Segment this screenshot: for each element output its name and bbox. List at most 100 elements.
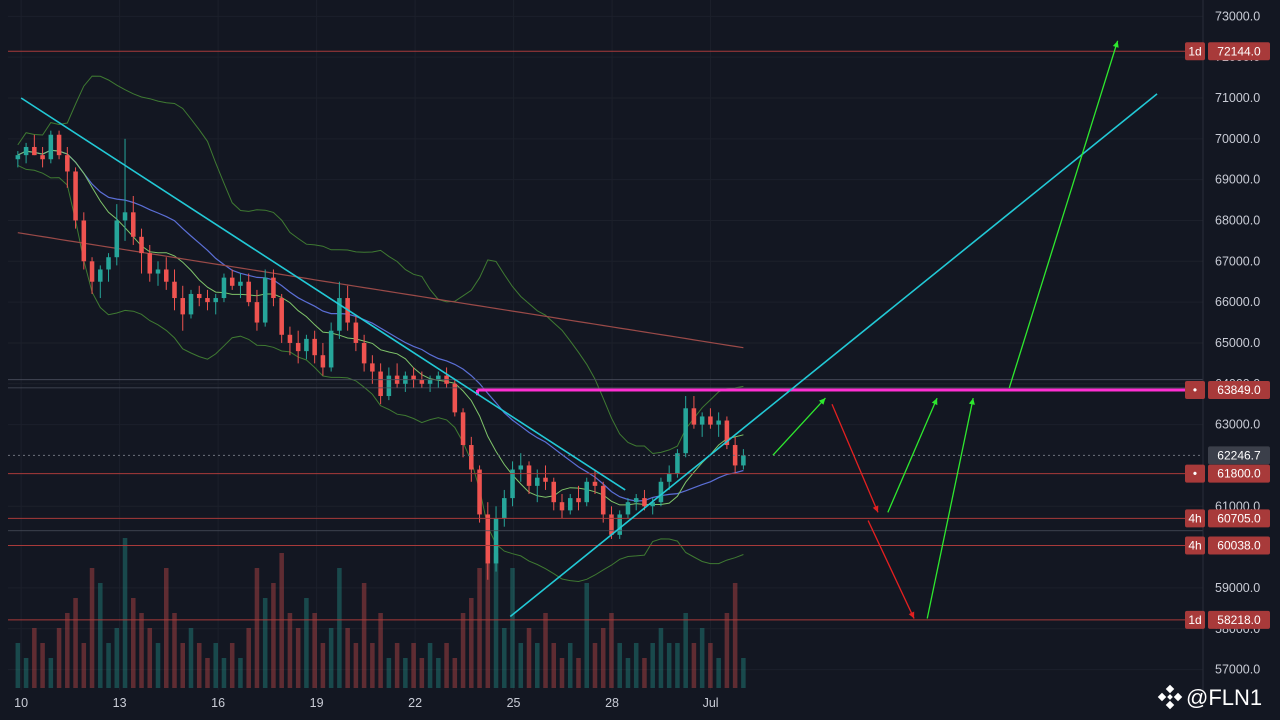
candle-body bbox=[493, 518, 499, 564]
time-tick-label: 22 bbox=[408, 696, 422, 710]
volume-bar bbox=[732, 583, 738, 688]
price-axis-background bbox=[1203, 0, 1280, 720]
volume-bar bbox=[534, 643, 540, 688]
candle-body bbox=[98, 269, 103, 282]
volume-bar bbox=[699, 628, 705, 688]
candle-body bbox=[287, 334, 293, 343]
volume-bar bbox=[658, 628, 664, 688]
volume-bar bbox=[81, 643, 87, 688]
candle-body bbox=[56, 134, 62, 156]
price-tick-label: 59000.0 bbox=[1215, 581, 1260, 595]
candle-body bbox=[229, 277, 235, 286]
volume-bar bbox=[32, 628, 37, 688]
time-axis[interactable]: 10 13 16 19 22 25 28 Jul bbox=[14, 696, 718, 710]
volume-bar bbox=[89, 568, 95, 688]
candle-body bbox=[683, 408, 688, 454]
candle-body bbox=[295, 342, 301, 352]
projection-arrowhead-green bbox=[1112, 40, 1119, 48]
price-tick-label: 68000.0 bbox=[1215, 213, 1260, 227]
time-tick-label: 16 bbox=[211, 696, 225, 710]
candle-body bbox=[510, 469, 515, 499]
candle-body bbox=[592, 481, 598, 486]
candle-body bbox=[469, 445, 474, 470]
candle-body bbox=[642, 498, 647, 507]
moving-average-blue bbox=[17, 149, 744, 502]
volume-bar bbox=[279, 553, 284, 688]
candle-body bbox=[600, 485, 606, 515]
volume-bar bbox=[419, 658, 425, 688]
candle-body bbox=[15, 155, 21, 160]
volume-bar bbox=[394, 643, 400, 688]
price-tick-label: 71000.0 bbox=[1215, 91, 1260, 105]
candle-body bbox=[699, 416, 705, 425]
candle-body bbox=[337, 298, 342, 331]
volume-bar bbox=[502, 628, 507, 688]
volume-bar bbox=[163, 568, 169, 688]
volume-bar bbox=[345, 628, 350, 688]
projection-arrow-green bbox=[772, 397, 826, 456]
volume-bar bbox=[106, 643, 111, 688]
level-tag: • bbox=[1193, 467, 1197, 481]
candle-body bbox=[353, 322, 359, 343]
volume-bar bbox=[642, 658, 647, 688]
volume-bar bbox=[139, 613, 144, 688]
candle-body bbox=[320, 355, 326, 368]
level-tag: 4h bbox=[1188, 539, 1201, 553]
volume-bar bbox=[122, 538, 128, 688]
level-price-box bbox=[1208, 509, 1270, 528]
candle-body bbox=[147, 253, 153, 274]
volume-bar bbox=[716, 658, 721, 688]
volume-bar bbox=[196, 643, 202, 688]
projection-arrowhead-green bbox=[818, 398, 826, 405]
candle-body bbox=[312, 338, 317, 356]
volume-bar bbox=[15, 643, 21, 688]
candle-body bbox=[279, 298, 284, 335]
volume-bar bbox=[600, 628, 606, 688]
candle-body bbox=[114, 220, 120, 258]
candle-body bbox=[196, 293, 202, 299]
candle-body bbox=[89, 261, 95, 282]
volume-bar bbox=[386, 658, 392, 688]
volume-bar bbox=[510, 568, 515, 688]
candle-body bbox=[460, 412, 466, 446]
volume-bar bbox=[238, 658, 243, 688]
volume-bar bbox=[477, 568, 482, 688]
current-price-label: 62246.7 bbox=[1217, 448, 1261, 462]
candle-body bbox=[304, 338, 309, 352]
volume-bar bbox=[23, 658, 29, 688]
volume-bar bbox=[65, 613, 70, 688]
volume-bar bbox=[551, 643, 557, 688]
price-tick-label: 67000.0 bbox=[1215, 254, 1260, 268]
trendline-layer bbox=[20, 93, 1158, 618]
candle-body bbox=[386, 375, 392, 397]
volume-bar bbox=[650, 643, 655, 688]
volume-bar bbox=[287, 613, 293, 688]
level-tag-box bbox=[1185, 464, 1205, 483]
volume-bar bbox=[312, 613, 317, 688]
candle-body bbox=[567, 498, 573, 511]
candle-body bbox=[32, 146, 37, 156]
volume-bar bbox=[172, 613, 177, 688]
candle-body bbox=[625, 502, 631, 515]
level-tag: 1d bbox=[1188, 44, 1201, 58]
volume-bar bbox=[675, 643, 680, 688]
candle-body bbox=[378, 371, 383, 397]
volume-bar bbox=[741, 658, 746, 688]
volume-bar bbox=[469, 598, 474, 688]
projection-arrows-layer bbox=[772, 40, 1119, 619]
volume-bar bbox=[361, 583, 367, 688]
volume-bar bbox=[73, 598, 78, 688]
volume-bar bbox=[337, 568, 342, 688]
candle-body bbox=[246, 281, 251, 303]
volume-bar bbox=[592, 643, 598, 688]
volume-bar bbox=[254, 568, 260, 688]
volume-bar bbox=[304, 598, 309, 688]
price-tick-label: 63000.0 bbox=[1215, 418, 1260, 432]
volume-bar bbox=[328, 628, 334, 688]
price-tick-label: 66000.0 bbox=[1215, 295, 1260, 309]
candle-body bbox=[328, 330, 334, 368]
candle-body bbox=[576, 498, 581, 503]
level-tag-box bbox=[1185, 509, 1205, 528]
price-tick-label: 57000.0 bbox=[1215, 663, 1260, 677]
candle-body bbox=[551, 481, 557, 503]
